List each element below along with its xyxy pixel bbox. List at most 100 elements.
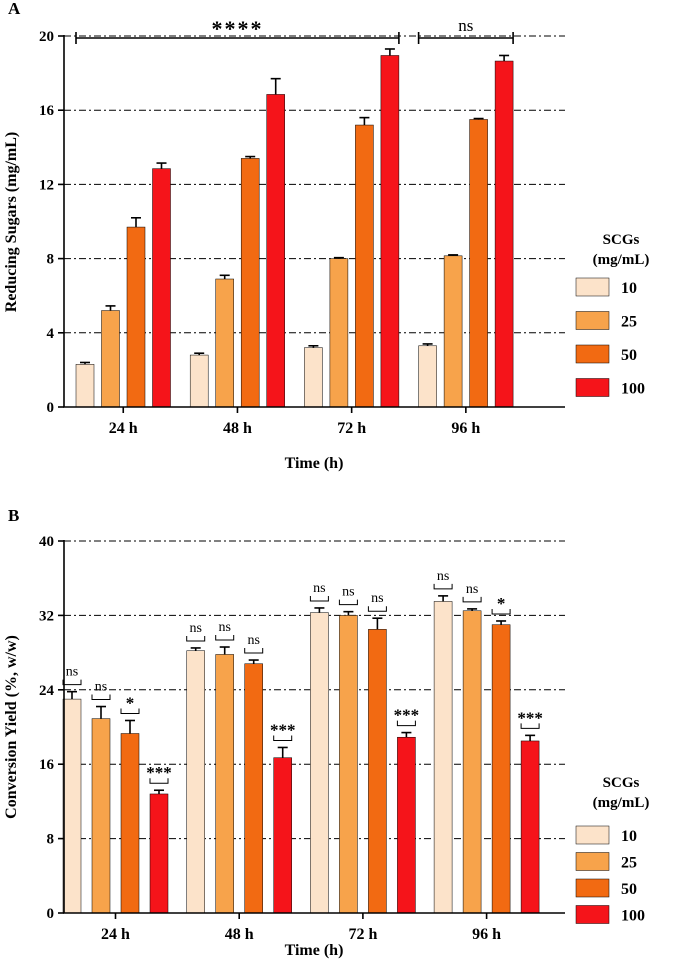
panel-b-legend: SCGs (mg/mL) 10 25 50 100 [575, 775, 649, 925]
panel-a-y-tick-label: 16 [39, 103, 55, 119]
panel-b-bar-72h-100 [397, 736, 416, 914]
panel-a-bar-48h-25 [215, 278, 234, 408]
panel-b-bar-48h-10 [186, 650, 205, 914]
panel-a-y-tick-label: 12 [39, 177, 54, 193]
panel-b-y-tick-label: 32 [39, 608, 54, 624]
panel-a-legend-swatch-25 [575, 311, 610, 330]
panel-b-sig-label: ns [313, 581, 325, 596]
panel-b-legend-label-25: 25 [621, 855, 637, 872]
panel-b-sig-bracket [396, 720, 416, 727]
panel-a-legend-title: (mg/mL) [593, 252, 650, 268]
panel-a-bars [75, 48, 514, 408]
panel-a-bar-72h-50 [355, 124, 374, 408]
panel-a-legend-swatch-10 [575, 277, 610, 297]
panel-a-bar-24h-10 [75, 364, 95, 408]
panel-a: A Reducing Sugars (mg/mL) Time (h) 0 4 8 12… [3, 0, 649, 472]
panel-a-legend: SCGs (mg/mL) 10 25 50 100 [575, 232, 650, 398]
panel-a-x-axis-title: Time (h) [285, 455, 344, 472]
panel-b-sig-label: ns [95, 680, 107, 695]
panel-a-x-tick-label: 72 h [337, 420, 366, 437]
panel-a-legend-label-10: 10 [621, 280, 637, 297]
panel-a-bar-48h-10 [189, 354, 209, 408]
panel-b-bar-96h-100 [520, 740, 540, 914]
panel-b-sig-label: *** [270, 720, 296, 739]
panel-b-sig-label: ns [66, 665, 78, 680]
panel-b-sig-bracket [149, 778, 169, 784]
panel-a-comparison-label: **** [211, 16, 263, 41]
panel-a-gridlines [64, 35, 565, 334]
panel-b-bar-72h-25 [339, 615, 358, 914]
panel-a-bar-72h-10 [304, 347, 323, 408]
panel-a-bar-48h-100 [266, 94, 285, 408]
panel-a-label: A [8, 0, 21, 18]
panel-b-sig-label: *** [394, 706, 420, 725]
panel-b-sig-label: ns [189, 621, 201, 636]
panel-a-bar-96h-10 [418, 345, 437, 408]
panel-b-bar-96h-10 [433, 601, 453, 914]
panel-b-legend-label-50: 50 [621, 881, 637, 898]
panel-b-sig-bracket [215, 635, 235, 641]
panel-b-bar-24h-25 [91, 718, 111, 914]
panel-a-legend-label-100: 100 [621, 381, 645, 398]
panel-b-bar-24h-100 [149, 793, 169, 914]
panel-b-sig-label: * [497, 594, 506, 613]
panel-b-y-axis-title: Conversion Yield (%, w/w) [3, 635, 20, 819]
panel-b-sig-bracket [520, 723, 540, 729]
panel-a-legend-label-50: 50 [621, 347, 637, 364]
panel-a-significance: **** ns [75, 16, 514, 44]
panel-b-x-tick-label: 96 h [472, 926, 501, 943]
panel-a-y-tick-label: 4 [47, 326, 55, 342]
panel-b-legend-swatch-100 [575, 905, 610, 924]
panel-b-label: B [8, 506, 19, 525]
panel-b-bar-24h-10 [62, 698, 82, 914]
panel-a-bar-96h-50 [469, 119, 488, 408]
panel-b-sig-bracket [120, 708, 140, 714]
panel-a-bar-48h-50 [240, 158, 260, 408]
panel-b: B Conversion Yield (%, w/w) Time (h) 0 8 1… [3, 506, 649, 959]
panel-a-bar-72h-25 [329, 258, 349, 408]
panel-b-x-tick-label: 48 h [225, 926, 254, 943]
panel-b-sig-bracket [433, 583, 453, 590]
panel-a-legend-title: SCGs [603, 232, 640, 248]
panel-b-sig-bracket [186, 635, 206, 642]
panel-a-bar-96h-100 [494, 60, 514, 408]
panel-a-comparison-label: ns [458, 16, 473, 35]
panel-b-sig-bracket [462, 596, 482, 603]
panel-b-bars [62, 595, 540, 914]
panel-b-sig-label: ns [218, 620, 230, 635]
panel-b-sig-label: *** [146, 763, 172, 782]
panel-b-legend-swatch-50 [575, 878, 610, 898]
panel-a-y-tick-label: 0 [47, 400, 55, 416]
panel-b-bar-96h-50 [491, 624, 511, 914]
panel-b-legend-label-10: 10 [621, 828, 637, 845]
panel-b-sig-label: * [126, 693, 135, 712]
panel-b-y-tick-label: 8 [47, 832, 55, 848]
panel-b-bar-72h-50 [368, 629, 387, 914]
panel-b-legend-swatch-10 [575, 825, 610, 845]
panel-b-bar-24h-50 [120, 733, 140, 914]
panel-b-bar-48h-50 [244, 663, 263, 914]
panel-b-y-tick-label: 0 [47, 906, 55, 922]
panel-b-x-axis-title: Time (h) [285, 942, 344, 959]
panel-a-x-tick-label: 96 h [451, 420, 480, 437]
panel-b-sig-label: ns [466, 582, 478, 597]
panel-b-bar-48h-100 [273, 757, 292, 914]
panel-b-legend-title: SCGs [603, 775, 640, 791]
panel-a-legend-label-25: 25 [621, 314, 637, 331]
panel-b-sig-bracket [367, 606, 387, 612]
panel-b-sig-bracket [62, 679, 82, 686]
panel-b-x-tick-label: 24 h [101, 926, 130, 943]
panel-b-axes: 0 8 16 24 32 40 24 h 48 h 72 h 96 h [39, 534, 565, 943]
panel-a-y-axis-title: Reducing Sugars (mg/mL) [3, 132, 20, 312]
panel-b-legend-swatch-25 [575, 852, 610, 871]
panel-b-sig-label: *** [517, 708, 543, 727]
panel-a-bar-24h-100 [152, 168, 171, 408]
panel-a-x-tick-label: 48 h [223, 420, 252, 437]
panel-b-sig-label: ns [342, 585, 354, 600]
panel-b-sig-label: ns [371, 591, 383, 606]
panel-a-bar-24h-50 [126, 226, 146, 408]
panel-a-axes: 0 4 8 12 16 20 24 h 48 h 72 h 96 h [39, 29, 565, 437]
panel-a-bar-72h-100 [380, 55, 400, 408]
panel-b-sig-bracket [491, 608, 511, 615]
